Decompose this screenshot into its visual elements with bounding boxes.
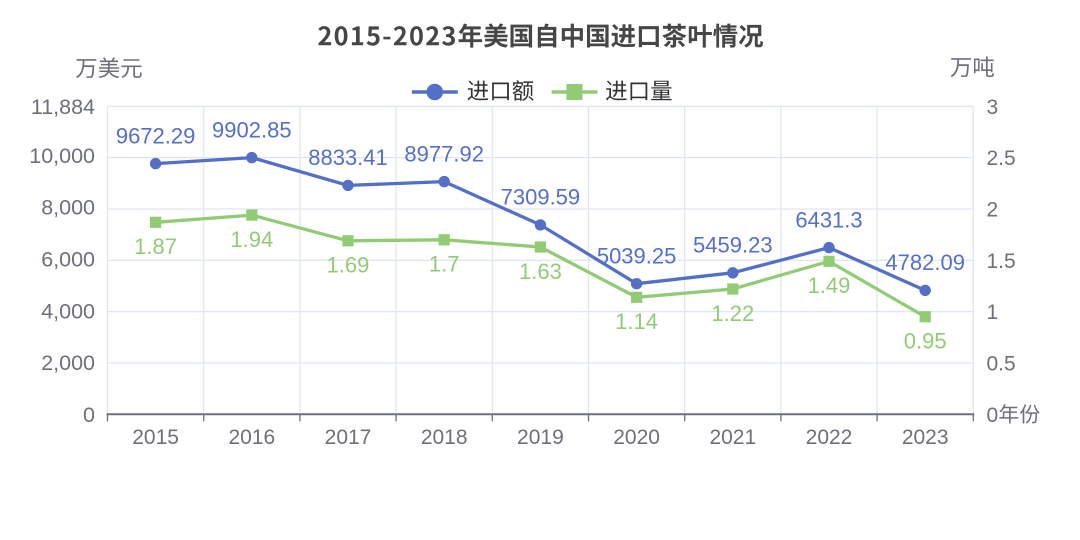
svg-text:0: 0 xyxy=(987,404,999,427)
svg-text:5459.23: 5459.23 xyxy=(693,233,773,258)
svg-text:2018: 2018 xyxy=(421,426,468,449)
svg-text:0.5: 0.5 xyxy=(987,352,1016,375)
svg-text:1.14: 1.14 xyxy=(615,309,658,334)
svg-text:10,000: 10,000 xyxy=(29,144,95,168)
svg-text:8,000: 8,000 xyxy=(41,196,95,220)
svg-text:2020: 2020 xyxy=(613,426,660,449)
svg-text:6,000: 6,000 xyxy=(41,247,95,271)
svg-text:6431.3: 6431.3 xyxy=(795,207,862,232)
svg-text:2017: 2017 xyxy=(325,426,372,449)
svg-text:2: 2 xyxy=(987,198,999,221)
svg-text:5039.25: 5039.25 xyxy=(597,244,677,269)
svg-text:1.94: 1.94 xyxy=(230,227,273,252)
svg-text:0: 0 xyxy=(83,403,95,427)
svg-text:2,000: 2,000 xyxy=(41,351,95,375)
svg-text:1.5: 1.5 xyxy=(987,250,1016,273)
svg-text:0.95: 0.95 xyxy=(904,329,947,354)
svg-text:4,000: 4,000 xyxy=(41,299,95,323)
svg-text:8977.92: 8977.92 xyxy=(404,141,484,166)
svg-text:3: 3 xyxy=(987,96,999,119)
svg-text:9672.29: 9672.29 xyxy=(116,123,196,148)
svg-text:2021: 2021 xyxy=(709,426,756,449)
svg-text:1.7: 1.7 xyxy=(429,252,460,277)
svg-text:1.87: 1.87 xyxy=(134,234,177,259)
svg-text:8833.41: 8833.41 xyxy=(308,145,388,170)
svg-text:2022: 2022 xyxy=(806,426,853,449)
svg-text:1.49: 1.49 xyxy=(808,273,851,298)
svg-text:2.5: 2.5 xyxy=(987,147,1016,170)
svg-text:9902.85: 9902.85 xyxy=(212,118,292,143)
svg-text:2023: 2023 xyxy=(902,426,949,449)
svg-text:1: 1 xyxy=(987,301,999,324)
svg-text:2019: 2019 xyxy=(517,426,564,449)
svg-text:1.69: 1.69 xyxy=(327,253,370,278)
svg-text:4782.09: 4782.09 xyxy=(885,250,965,275)
svg-text:11,884: 11,884 xyxy=(31,95,95,119)
svg-text:1.63: 1.63 xyxy=(519,259,562,284)
svg-text:2016: 2016 xyxy=(228,426,275,449)
svg-text:2015: 2015 xyxy=(132,426,179,449)
svg-text:7309.59: 7309.59 xyxy=(501,185,581,210)
svg-text:1.22: 1.22 xyxy=(711,301,754,326)
